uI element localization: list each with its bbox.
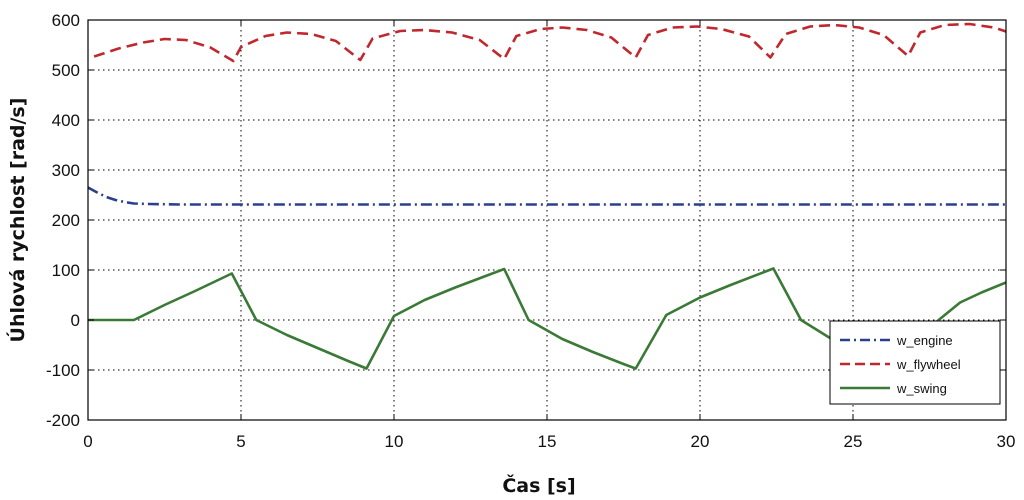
- x-tick-label: 25: [844, 432, 863, 451]
- y-tick-label: -100: [46, 361, 80, 380]
- y-axis-title: Úhlová rychlost [rad/s]: [5, 98, 29, 343]
- y-tick-label: 0: [71, 311, 80, 330]
- x-axis-title: Čas [s]: [502, 473, 575, 497]
- x-tick-labels: 0 5 10 15 20 25 30: [83, 432, 1015, 451]
- y-tick-label: 300: [52, 161, 80, 180]
- x-tick-label: 0: [83, 432, 92, 451]
- legend-label-w-flywheel: w_flywheel: [896, 357, 961, 372]
- series-line-w-flywheel: [93, 22, 1006, 63]
- x-tick-label: 30: [997, 432, 1016, 451]
- y-tick-label: -200: [46, 411, 80, 430]
- y-tick-labels: -200 -100 0 100 200 300 400 500 600: [46, 11, 80, 430]
- x-tick-label: 10: [385, 432, 404, 451]
- x-tick-label: 15: [538, 432, 557, 451]
- legend-label-w-swing: w_swing: [896, 381, 947, 396]
- y-tick-label: 100: [52, 261, 80, 280]
- x-tick-label: 20: [691, 432, 710, 451]
- legend-box: [829, 320, 1001, 405]
- y-tick-label: 500: [52, 61, 80, 80]
- legend-label-w-engine: w_engine: [896, 333, 953, 348]
- y-tick-label: 400: [52, 111, 80, 130]
- y-tick-label: 600: [52, 11, 80, 30]
- legend: w_engine w_flywheel w_swing: [829, 320, 1001, 405]
- ticks: [87, 19, 1007, 421]
- x-tick-label: 5: [236, 432, 245, 451]
- series-line-w-engine: [88, 186, 1006, 206]
- y-tick-label: 200: [52, 211, 80, 230]
